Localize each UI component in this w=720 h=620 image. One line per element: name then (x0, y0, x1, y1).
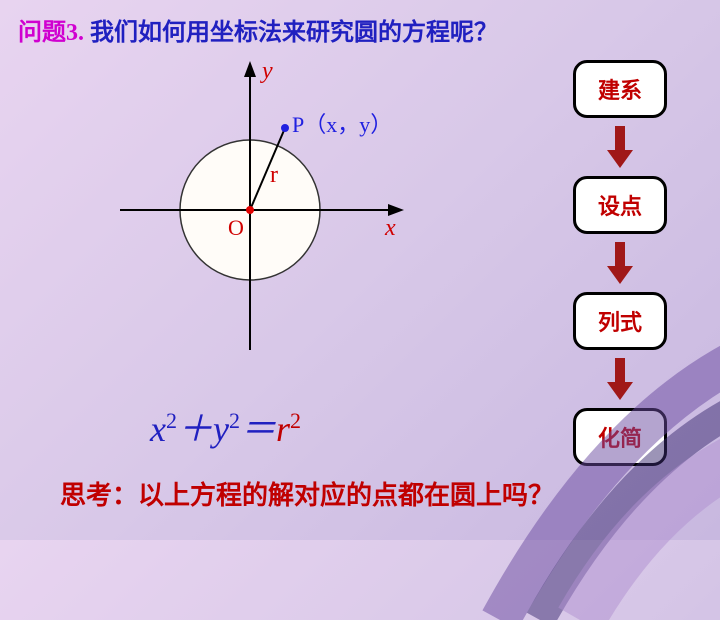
flow-arrow-icon (605, 242, 635, 284)
eq-y: y (213, 409, 229, 449)
eq-exp3: 2 (290, 408, 301, 433)
eq-exp1: 2 (166, 408, 177, 433)
question-label: 问题3. (18, 20, 84, 46)
x-axis-label: x (384, 215, 396, 241)
eq-eq: ＝ (240, 409, 276, 449)
question-text: 我们如何用坐标法来研究圆的方程呢？ (90, 20, 498, 46)
point-dot (281, 124, 289, 132)
eq-exp2: 2 (229, 408, 240, 433)
flow-step-3: 列式 (573, 292, 667, 350)
flow-arrow-icon (605, 358, 635, 400)
flow-step-1: 建系 (573, 60, 667, 118)
flow-step-2: 设点 (573, 176, 667, 234)
think-prompt: 思考：以上方程的解对应的点都在圆上吗？ (60, 475, 554, 512)
question-line: 问题3. 我们如何用坐标法来研究圆的方程呢？ (18, 12, 498, 47)
center-dot (246, 206, 254, 214)
flow-step-4: 化简 (573, 408, 667, 466)
y-axis-label: y (260, 58, 273, 84)
point-label: P（x，y） (292, 112, 392, 137)
coordinate-diagram: y x O P（x，y） r (80, 50, 420, 370)
diagram-svg: y x O P（x，y） r (80, 50, 420, 370)
eq-plus: ＋ (177, 409, 213, 449)
flow-chart: 建系 设点 列式 化简 (560, 60, 680, 466)
eq-x: x (150, 409, 166, 449)
circle-equation: x2＋y2＝r2 (150, 400, 301, 452)
radius-label: r (270, 162, 278, 188)
flow-arrow-icon (605, 126, 635, 168)
origin-label: O (228, 215, 244, 240)
eq-r: r (276, 409, 290, 449)
